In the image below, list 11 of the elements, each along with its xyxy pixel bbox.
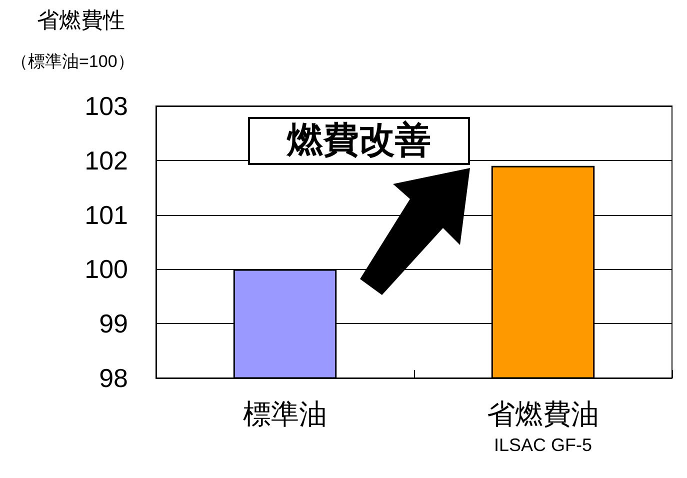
y-tick-label: 98 — [99, 363, 128, 393]
x-tick-label: 標準油 — [243, 398, 327, 430]
x-tick-label: 省燃費油 ILSAC GF-5 — [487, 398, 599, 455]
y-tick-label: 100 — [84, 254, 128, 284]
chart-subtitle: （標準油=100） — [11, 52, 134, 71]
y-tick-label: 102 — [84, 145, 128, 176]
y-tick-label: 99 — [99, 308, 128, 339]
y-tick-label: 101 — [84, 200, 128, 230]
annotation: 燃費改善 — [248, 117, 470, 165]
y-tick-label: 103 — [84, 91, 128, 121]
chart-title: 省燃費性 — [37, 8, 125, 32]
